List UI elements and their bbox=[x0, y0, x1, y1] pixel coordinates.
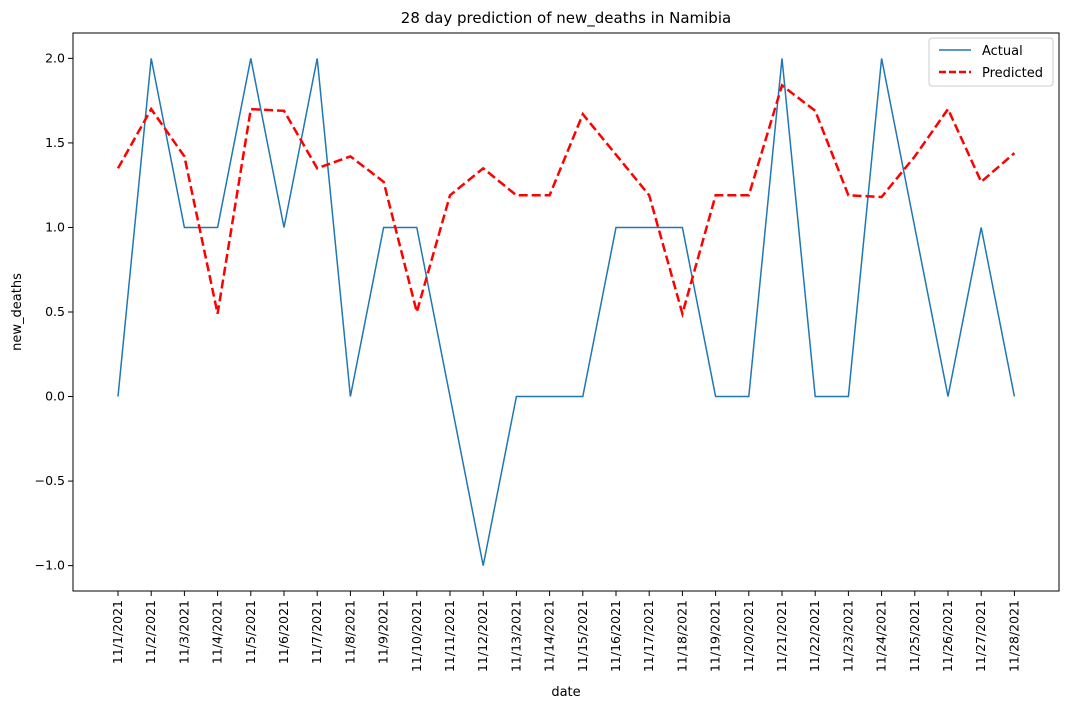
legend: Actual Predicted bbox=[928, 37, 1054, 87]
x-tick-label: 11/26/2021 bbox=[940, 600, 955, 672]
x-tick-label: 11/5/2021 bbox=[243, 600, 258, 664]
x-tick-label: 11/22/2021 bbox=[807, 600, 822, 672]
legend-label-predicted: Predicted bbox=[982, 66, 1043, 81]
x-tick-label: 11/18/2021 bbox=[674, 600, 689, 672]
plot-area bbox=[72, 32, 1060, 592]
series-line-actual bbox=[117, 58, 1016, 566]
y-tick-label: 0.5 bbox=[45, 304, 65, 319]
x-tick-label: 11/21/2021 bbox=[774, 600, 789, 672]
x-tick-label: 11/3/2021 bbox=[176, 600, 191, 664]
y-tick-label: 1.5 bbox=[45, 135, 65, 150]
x-axis-ticks: 11/1/2021 11/2/2021 11/3/2021 11/4/2021 11/5… bbox=[110, 591, 1021, 672]
y-tick-label: −1.0 bbox=[35, 558, 65, 573]
x-tick-label: 11/14/2021 bbox=[542, 600, 557, 672]
x-tick-label: 11/9/2021 bbox=[376, 600, 391, 664]
x-tick-label: 11/17/2021 bbox=[641, 600, 656, 672]
x-tick-label: 11/6/2021 bbox=[276, 600, 291, 664]
x-tick-label: 11/25/2021 bbox=[907, 600, 922, 672]
x-tick-label: 11/27/2021 bbox=[973, 600, 988, 672]
series-layer bbox=[116, 58, 1016, 566]
x-tick-label: 11/8/2021 bbox=[342, 600, 357, 664]
chart-title: 28 day prediction of new_deaths in Namib… bbox=[401, 9, 731, 28]
x-tick-label: 11/23/2021 bbox=[840, 600, 855, 672]
x-tick-label: 11/28/2021 bbox=[1006, 600, 1021, 672]
series-line-predicted bbox=[116, 83, 1016, 319]
y-tick-label: −0.5 bbox=[35, 473, 65, 488]
x-tick-label: 11/1/2021 bbox=[110, 600, 125, 664]
x-tick-label: 11/4/2021 bbox=[210, 600, 225, 664]
x-tick-label: 11/7/2021 bbox=[309, 600, 324, 664]
x-tick-label: 11/13/2021 bbox=[508, 600, 523, 672]
x-tick-label: 11/10/2021 bbox=[409, 600, 424, 672]
y-axis-ticks: −1.0 −0.5 0.0 0.5 1.0 1.5 2.0 bbox=[35, 50, 73, 573]
x-axis-label: date bbox=[551, 685, 580, 700]
x-tick-label: 11/15/2021 bbox=[575, 600, 590, 672]
y-tick-label: 0.0 bbox=[45, 389, 65, 404]
x-tick-label: 11/11/2021 bbox=[442, 600, 457, 672]
x-tick-label: 11/24/2021 bbox=[874, 600, 889, 672]
x-tick-label: 11/16/2021 bbox=[608, 600, 623, 672]
x-tick-label: 11/12/2021 bbox=[475, 600, 490, 672]
y-tick-label: 1.0 bbox=[45, 219, 65, 234]
x-tick-label: 11/20/2021 bbox=[741, 600, 756, 672]
y-axis-label: new_deaths bbox=[10, 273, 25, 351]
legend-label-actual: Actual bbox=[982, 44, 1023, 59]
x-tick-label: 11/2/2021 bbox=[143, 600, 158, 664]
y-tick-label: 2.0 bbox=[45, 50, 65, 65]
x-tick-label: 11/19/2021 bbox=[708, 600, 723, 672]
